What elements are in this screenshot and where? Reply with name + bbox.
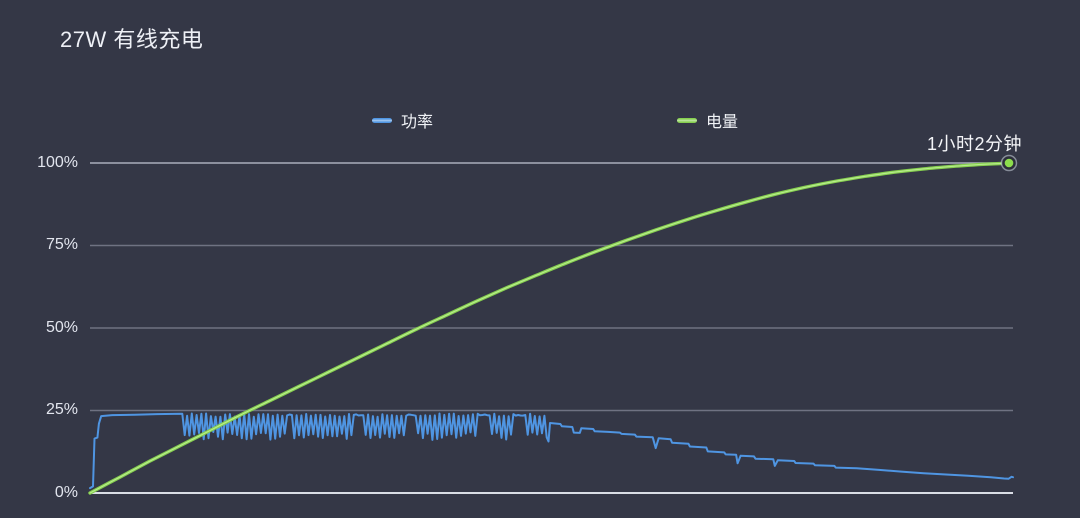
power-legend-swatch	[372, 117, 392, 123]
battery-line-highlight	[89, 162, 1014, 494]
y-axis-label-0: 0%	[54, 484, 78, 501]
y-axis-label-50: 50%	[45, 319, 78, 336]
chart-title: 27W 有线充电	[60, 27, 204, 52]
y-axis-label-25: 25%	[45, 401, 78, 418]
power-legend-label: 功率	[401, 114, 434, 131]
y-axis-label-75: 75%	[45, 236, 78, 253]
battery-legend-label: 电量	[706, 114, 739, 131]
battery-legend-swatch	[677, 117, 697, 123]
legend-item-battery[interactable]: 电量	[677, 108, 738, 132]
power-line	[89, 412, 1014, 490]
charge-time-annotation: 1小时2分钟	[926, 134, 1022, 154]
y-axis-label-100: 100%	[37, 154, 78, 171]
gridlines	[90, 162, 1013, 494]
legend-item-power[interactable]: 功率	[372, 108, 433, 132]
charge-complete-marker	[1000, 154, 1018, 172]
